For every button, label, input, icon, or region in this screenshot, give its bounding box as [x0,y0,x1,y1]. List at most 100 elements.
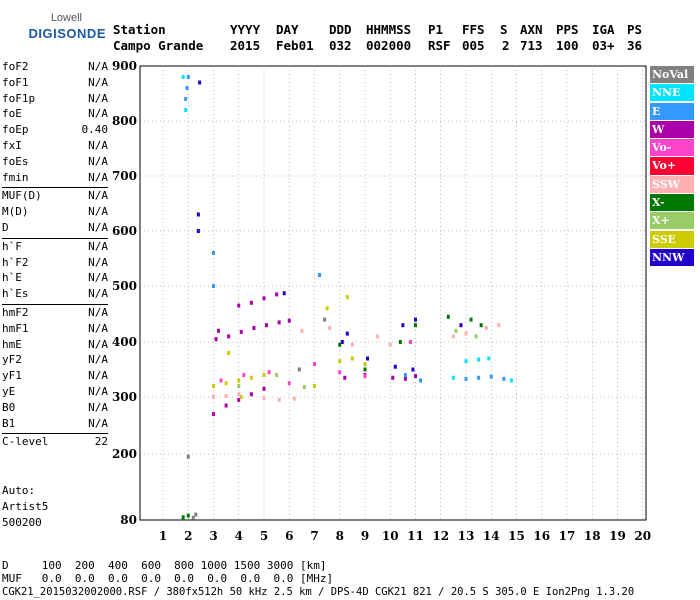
param-name: foF1p [2,91,36,105]
param-value: N/A [88,416,108,430]
data-point [489,374,493,379]
plot-frame [139,65,647,521]
header-value: 005 [462,38,485,53]
data-point [249,375,253,380]
header-value: 2015 [230,38,261,53]
data-point [459,323,463,328]
data-point [287,381,291,386]
param-name: foEs [2,154,29,168]
param-name: C-level [2,435,49,449]
data-point [224,381,228,386]
data-point [265,323,269,328]
param-row: foF1p N/A [2,92,108,108]
header-label: S [500,22,508,37]
data-point [484,326,488,330]
x-tick-label: 11 [407,529,424,543]
data-point [414,374,417,379]
data-point [313,362,316,366]
data-point [393,364,397,369]
header-label: FFS [462,22,485,37]
header-label: Station [113,22,166,37]
data-point [252,326,256,330]
param-name: B1 [2,416,16,430]
x-tick-label: 10 [382,529,399,543]
param-value: N/A [88,205,108,219]
data-point [454,328,458,333]
data-point [338,359,342,364]
data-point [323,317,327,322]
x-tick-label: 15 [508,529,525,543]
data-point [227,351,231,355]
digisonde-logo: Lowell DIGISONDE [0,8,110,52]
param-row: hmF1 N/A [2,322,108,338]
param-value: N/A [88,369,108,383]
param-value: N/A [88,305,108,319]
param-row: foEp 0.40 [2,123,108,139]
param-row: foE N/A [2,107,108,123]
x-tick-label: 5 [260,529,268,543]
data-point [219,378,223,383]
data-point [191,515,195,520]
auto-program: Artist5 [2,500,49,513]
data-point [411,367,415,372]
x-tick-label: 4 [235,529,243,543]
param-name: fmin [2,170,29,184]
data-point [338,370,342,375]
data-point [363,374,367,379]
data-point [328,326,332,330]
data-point [403,376,407,381]
data-point [212,412,215,417]
param-name: hmF2 [2,305,29,319]
x-tick-label: 20 [634,529,651,543]
legend-item: W [650,120,694,139]
data-point [469,317,473,322]
param-value: N/A [88,60,108,73]
data-point [181,515,185,520]
param-name: yF2 [2,353,22,367]
data-point [194,512,198,517]
header-label: AXN [520,22,543,37]
param-name: foF1 [2,75,29,89]
header-label: DDD [329,22,352,37]
data-point [388,342,392,347]
data-point [300,328,304,333]
data-point [186,454,190,459]
data-point [275,292,279,297]
data-point [287,318,291,323]
data-point [313,384,316,388]
param-row: foF2 N/A [2,60,108,76]
polarization-legend: NoVal NNE E W Vo- Vo+ SSW X- X+ SSE NNW [650,66,694,267]
data-point [487,356,491,361]
data-point [237,392,241,397]
param-value: N/A [88,239,108,253]
header-value: RSF [428,38,451,53]
auto-label: Auto: [2,484,36,497]
logo-line1: Lowell [50,12,82,24]
param-value: N/A [88,170,108,184]
y-tick-label: 500 [112,279,137,293]
param-name: foE [2,107,22,121]
data-point [401,323,405,328]
param-divider [2,433,108,435]
data-point [464,359,468,364]
param-value: N/A [88,337,108,351]
data-point [277,397,281,402]
param-row: B1 N/A [2,417,108,433]
data-point [198,80,202,85]
param-name: hmE [2,337,22,351]
data-point [477,357,481,362]
data-point [345,331,349,336]
header-label: PPS [556,22,579,37]
data-point [181,75,185,79]
data-point [224,403,228,408]
x-tick-label: 18 [584,529,601,543]
data-point [297,367,301,372]
param-name: B0 [2,400,16,414]
param-row: h`F2 N/A [2,256,108,272]
footer-file-line: CGK21_2015032002000.RSF / 380fx512h 50 k… [2,586,635,598]
legend-item: SSE [650,230,694,248]
data-point [446,314,450,319]
auto-info: Auto: Artist5 500200 [2,483,48,531]
y-tick-label: 200 [112,447,137,461]
data-point [282,291,286,296]
